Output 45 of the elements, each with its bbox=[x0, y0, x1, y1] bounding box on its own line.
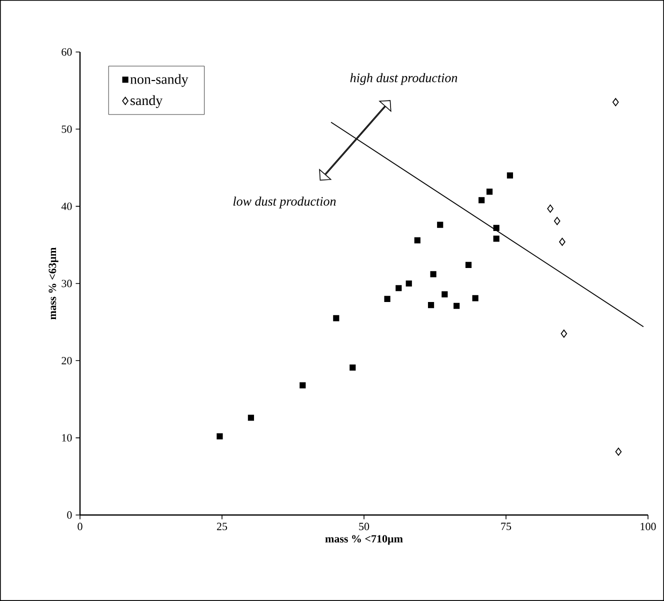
point bbox=[333, 315, 340, 322]
y-tick-label: 20 bbox=[62, 356, 72, 364]
point bbox=[547, 204, 554, 213]
x-tick-label: 100 bbox=[640, 522, 656, 530]
point bbox=[414, 237, 420, 244]
point bbox=[615, 448, 622, 456]
point bbox=[442, 291, 448, 298]
x-tick-label: 75 bbox=[501, 522, 512, 530]
point bbox=[428, 302, 434, 308]
x-tick-label: 50 bbox=[359, 522, 370, 530]
annotation: high dust production bbox=[350, 73, 458, 85]
y-axis-title: mass % <63µm bbox=[48, 247, 58, 320]
point bbox=[300, 382, 306, 388]
point bbox=[396, 285, 402, 292]
point bbox=[384, 296, 390, 302]
point bbox=[406, 280, 412, 287]
point bbox=[554, 216, 560, 226]
point bbox=[454, 302, 460, 309]
y-tick-label: 10 bbox=[62, 434, 72, 442]
x-tick-label: 0 bbox=[78, 522, 82, 530]
point bbox=[216, 433, 223, 440]
point bbox=[559, 238, 566, 246]
point bbox=[350, 364, 356, 371]
point bbox=[486, 188, 493, 195]
annotation: low dust production bbox=[233, 196, 336, 208]
y-tick-label: 50 bbox=[62, 125, 72, 133]
x-tick-label: 25 bbox=[216, 522, 228, 530]
point bbox=[248, 414, 254, 421]
legend-label: sandy bbox=[130, 95, 163, 108]
y-tick-label: 60 bbox=[62, 48, 72, 56]
point bbox=[560, 330, 568, 338]
point bbox=[472, 295, 478, 302]
point bbox=[506, 172, 514, 179]
y-tick-label: 30 bbox=[62, 280, 72, 288]
point bbox=[465, 262, 472, 268]
point bbox=[493, 236, 500, 242]
legend-label: non-sandy bbox=[130, 74, 188, 87]
x-axis-title: mass % <710µm bbox=[325, 535, 403, 545]
point bbox=[430, 271, 436, 278]
point bbox=[493, 224, 500, 231]
point bbox=[437, 222, 444, 228]
y-tick-label: 0 bbox=[67, 511, 72, 519]
point bbox=[478, 197, 485, 204]
point bbox=[612, 98, 619, 106]
y-tick-label: 40 bbox=[61, 202, 72, 210]
